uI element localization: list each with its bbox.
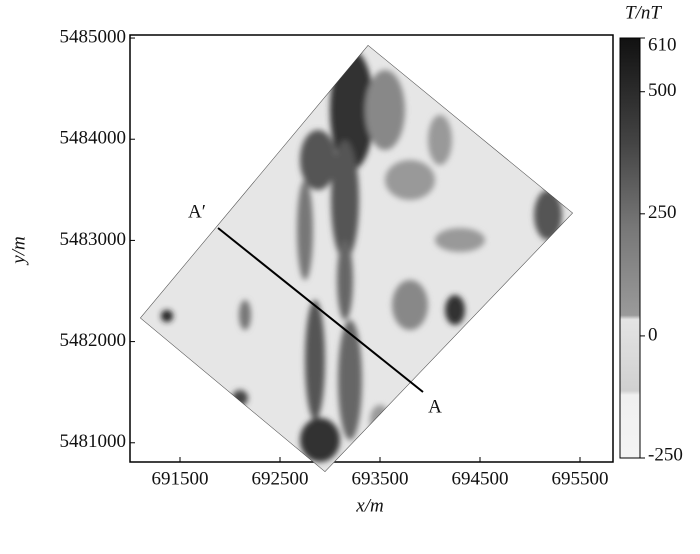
- x-axis-label: x/m: [355, 495, 383, 516]
- x-tick-label: 694500: [452, 468, 509, 489]
- x-tick-label: 691500: [152, 468, 209, 489]
- colorbar-label: T/nT: [625, 2, 662, 23]
- y-tick-label: 5484000: [60, 128, 127, 149]
- colorbar-tick-label: 250: [648, 202, 677, 223]
- y-tick-label: 5485000: [60, 26, 127, 47]
- y-tick-label: 5481000: [60, 431, 127, 452]
- profile-line: [217, 227, 424, 393]
- x-tick-label: 693500: [352, 468, 409, 489]
- x-tick-label: 695500: [552, 468, 609, 489]
- profile-start-label: A′: [188, 201, 206, 222]
- anomaly-map: [140, 45, 573, 472]
- y-axis-label: y/m: [8, 236, 29, 265]
- x-tick-label: 692500: [252, 468, 309, 489]
- y-tick-label: 5482000: [60, 330, 127, 351]
- colorbar-tick-label: 500: [648, 80, 677, 101]
- colorbar-tick-label: 610: [648, 34, 677, 55]
- profile-end-label: A: [428, 396, 442, 417]
- colorbar-tick-label: -250: [648, 444, 683, 465]
- y-tick-label: 5483000: [60, 229, 127, 250]
- colorbar-tick-label: 0: [648, 324, 658, 345]
- colorbar: [619, 37, 641, 459]
